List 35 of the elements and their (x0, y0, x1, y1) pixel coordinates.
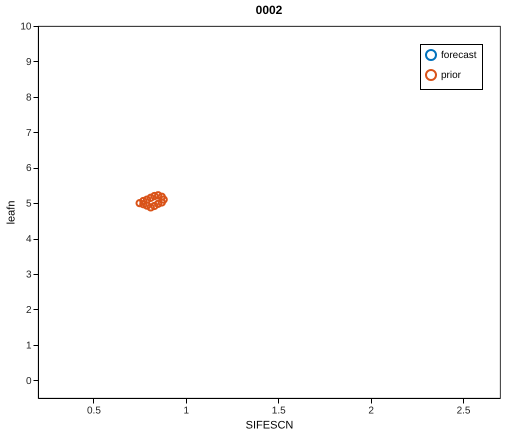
y-tick-label: 8 (26, 92, 32, 104)
point (150, 202, 159, 210)
y-tick-label: 4 (26, 234, 32, 246)
point (135, 198, 144, 208)
point (158, 198, 166, 207)
y-tick-label: 6 (26, 163, 32, 174)
x-tick-label: 2 (368, 406, 374, 416)
x-axis-title: SIFESCN (246, 420, 294, 432)
point (142, 201, 152, 210)
x-tick-label: 2.5 (456, 406, 471, 416)
point (154, 200, 162, 208)
y-tick-label: 0 (26, 376, 32, 387)
y-tick-label: 5 (26, 198, 32, 210)
point (146, 194, 155, 202)
point (139, 196, 148, 206)
y-tick-label: 3 (26, 270, 32, 280)
y-tick-label: 10 (20, 22, 32, 32)
y-tick-label: 9 (26, 56, 32, 68)
legend-label: prior (441, 70, 462, 81)
point (154, 191, 162, 200)
point (142, 195, 152, 204)
y-tick-label: 2 (26, 304, 32, 316)
y-axis-title: leafn (5, 200, 18, 224)
point (139, 200, 148, 208)
point (146, 203, 155, 212)
y-tick-label: 7 (26, 128, 32, 139)
point (158, 192, 166, 201)
y-tick-label: 1 (26, 340, 32, 352)
chart-title: 0002 (256, 3, 283, 17)
x-tick-label: 1.5 (272, 406, 286, 416)
point (160, 195, 168, 204)
x-tick-label: 1 (184, 406, 190, 416)
x-tick-label: 0.5 (86, 406, 102, 416)
legend-label: forecast (441, 50, 477, 61)
point (150, 192, 159, 200)
